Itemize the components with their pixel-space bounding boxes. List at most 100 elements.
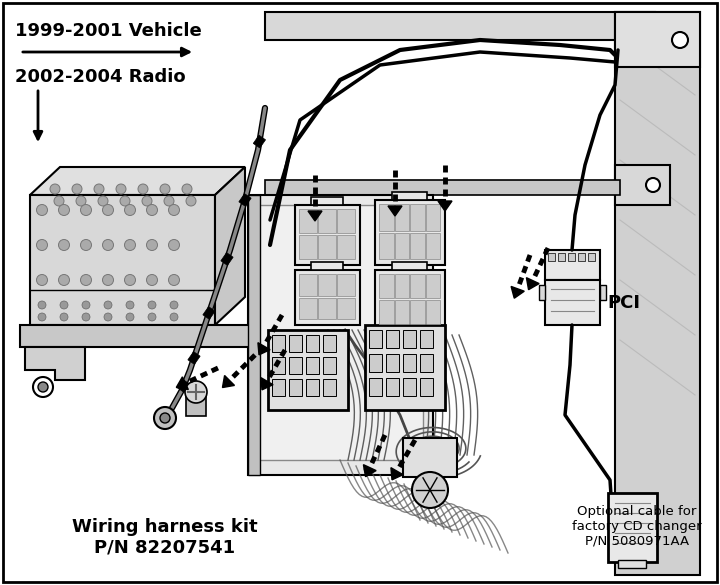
Bar (369, 330, 382, 348)
FancyBboxPatch shape (295, 270, 360, 325)
Bar (578, 253, 585, 261)
Bar (379, 300, 394, 324)
Bar (248, 195, 433, 475)
Bar (311, 197, 343, 205)
Bar (188, 352, 200, 364)
Text: P/N 82207541: P/N 82207541 (94, 538, 235, 556)
Bar (420, 378, 433, 396)
Polygon shape (215, 167, 245, 325)
Circle shape (148, 301, 156, 309)
Bar (539, 285, 545, 300)
Circle shape (50, 184, 60, 194)
Text: P/N 5080971AA: P/N 5080971AA (585, 535, 689, 548)
Bar (369, 354, 382, 372)
Polygon shape (615, 12, 700, 575)
Circle shape (182, 184, 192, 194)
Polygon shape (511, 287, 524, 298)
Circle shape (82, 313, 90, 321)
Circle shape (142, 196, 152, 206)
Bar (306, 379, 319, 396)
Circle shape (146, 239, 158, 250)
Circle shape (104, 301, 112, 309)
Polygon shape (20, 325, 250, 347)
Bar (258, 205, 423, 460)
FancyBboxPatch shape (365, 325, 445, 410)
Circle shape (148, 313, 156, 321)
Bar (186, 388, 206, 416)
Bar (369, 378, 382, 396)
Bar (248, 195, 260, 475)
Circle shape (58, 205, 70, 215)
Bar (272, 379, 285, 396)
Circle shape (125, 274, 135, 285)
Bar (410, 232, 425, 259)
Bar (395, 300, 409, 324)
Text: Wiring harness kit: Wiring harness kit (72, 518, 258, 536)
Bar (426, 204, 440, 230)
Circle shape (81, 274, 91, 285)
Polygon shape (388, 206, 402, 216)
Circle shape (102, 274, 114, 285)
Circle shape (126, 313, 134, 321)
Bar (386, 354, 399, 372)
Polygon shape (30, 167, 245, 195)
Bar (386, 330, 399, 348)
Circle shape (120, 196, 130, 206)
Circle shape (82, 301, 90, 309)
Bar (426, 274, 440, 298)
Circle shape (168, 205, 179, 215)
Circle shape (116, 184, 126, 194)
Bar (289, 357, 302, 374)
Circle shape (76, 196, 86, 206)
Bar (299, 298, 317, 319)
Circle shape (146, 205, 158, 215)
Polygon shape (364, 464, 376, 477)
Bar (420, 354, 433, 372)
Bar (239, 194, 251, 207)
Circle shape (38, 301, 46, 309)
Text: Optional cable for: Optional cable for (577, 505, 697, 518)
Circle shape (170, 313, 178, 321)
Bar (323, 357, 336, 374)
Bar (600, 285, 606, 300)
Text: 2002-2004 Radio: 2002-2004 Radio (15, 68, 186, 86)
Polygon shape (526, 278, 539, 290)
FancyBboxPatch shape (545, 280, 600, 325)
Circle shape (412, 472, 448, 508)
Circle shape (58, 239, 70, 250)
Bar (318, 274, 336, 295)
Circle shape (58, 274, 70, 285)
Circle shape (33, 377, 53, 397)
Circle shape (37, 205, 48, 215)
Bar (30, 195, 215, 325)
Circle shape (60, 301, 68, 309)
Bar (289, 335, 302, 352)
Circle shape (160, 413, 170, 423)
Text: factory CD changer: factory CD changer (572, 520, 702, 533)
Circle shape (102, 205, 114, 215)
FancyBboxPatch shape (608, 493, 657, 562)
Polygon shape (308, 211, 322, 221)
Bar (318, 298, 336, 319)
FancyBboxPatch shape (295, 205, 360, 265)
Bar (306, 357, 319, 374)
Circle shape (125, 205, 135, 215)
Polygon shape (438, 201, 452, 211)
Bar (410, 274, 425, 298)
Circle shape (37, 274, 48, 285)
Circle shape (126, 301, 134, 309)
Bar (221, 253, 233, 266)
Bar (615, 165, 670, 205)
Bar (289, 379, 302, 396)
Circle shape (98, 196, 108, 206)
Circle shape (102, 239, 114, 250)
Circle shape (672, 32, 688, 48)
Bar (299, 209, 317, 233)
Bar (299, 274, 317, 295)
FancyBboxPatch shape (375, 200, 445, 265)
Circle shape (138, 184, 148, 194)
Bar (426, 300, 440, 324)
Circle shape (154, 407, 176, 429)
Circle shape (185, 381, 207, 403)
Bar (253, 135, 266, 148)
